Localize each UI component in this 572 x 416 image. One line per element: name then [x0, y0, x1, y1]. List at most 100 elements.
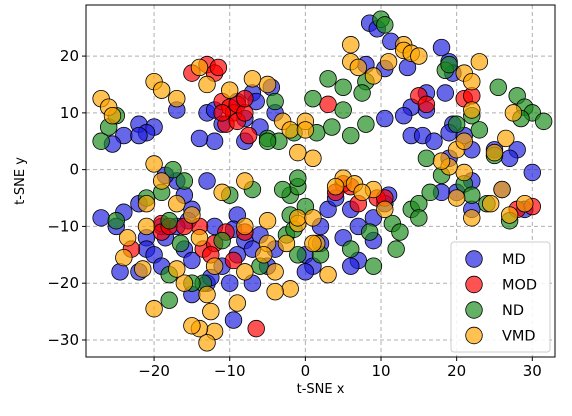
data-point	[334, 78, 352, 97]
data-point	[281, 280, 299, 298]
x-tick-label: 20	[447, 362, 466, 380]
data-point	[432, 152, 451, 170]
data-point	[463, 186, 481, 204]
data-point	[500, 206, 519, 224]
data-point	[236, 172, 254, 190]
data-point	[417, 95, 436, 114]
data-point	[342, 36, 360, 54]
data-point	[485, 143, 504, 162]
data-point	[281, 121, 299, 139]
data-point	[202, 302, 220, 321]
data-point	[255, 246, 273, 264]
data-point	[319, 265, 337, 284]
series-vmd	[92, 36, 534, 352]
data-point	[289, 143, 307, 162]
data-point	[463, 209, 481, 227]
data-point	[342, 257, 360, 275]
data-point	[296, 121, 315, 139]
data-point	[357, 115, 375, 133]
data-point	[183, 206, 201, 224]
data-point	[160, 291, 178, 309]
data-point	[364, 257, 383, 275]
plot-frame	[85, 4, 556, 358]
data-point	[107, 212, 125, 230]
legend-marker	[465, 301, 483, 319]
legend: MD MOD ND VMD	[450, 241, 551, 353]
x-tick-label: −10	[214, 362, 246, 380]
data-point	[489, 78, 507, 97]
data-point	[183, 251, 201, 270]
data-point	[198, 285, 216, 304]
data-point	[455, 132, 473, 150]
data-point	[258, 212, 277, 230]
data-point	[334, 101, 352, 119]
x-tick-label: 30	[523, 362, 542, 380]
data-point	[289, 246, 307, 264]
data-point	[289, 169, 307, 187]
data-point	[376, 109, 394, 128]
data-point	[247, 319, 265, 338]
data-point	[376, 16, 394, 34]
data-point	[205, 132, 224, 150]
data-point	[342, 126, 360, 145]
x-axis-label: t-SNE x	[297, 382, 345, 397]
data-point	[319, 95, 337, 114]
legend-box	[450, 241, 551, 353]
data-point	[493, 180, 511, 199]
data-point	[323, 118, 341, 136]
data-point	[304, 149, 322, 167]
data-point	[190, 129, 209, 148]
data-point	[243, 70, 262, 88]
data-point	[137, 195, 156, 213]
data-point	[168, 260, 186, 278]
data-point	[118, 229, 137, 247]
data-point	[391, 223, 409, 241]
data-point	[421, 183, 439, 202]
legend-label: ND	[502, 303, 524, 319]
data-point	[349, 58, 368, 77]
data-point	[395, 107, 413, 125]
data-point	[410, 47, 428, 65]
data-point	[224, 251, 243, 270]
data-point	[221, 81, 239, 99]
data-point	[198, 334, 216, 352]
data-point	[168, 89, 186, 108]
data-point	[266, 283, 284, 301]
data-point	[447, 189, 466, 207]
data-point	[190, 58, 209, 77]
data-point	[463, 101, 481, 119]
data-point	[500, 149, 519, 167]
legend-marker	[465, 250, 483, 268]
data-point	[168, 195, 186, 213]
y-tick-label: −10	[47, 217, 79, 235]
data-point	[236, 263, 254, 281]
data-point	[353, 84, 371, 102]
data-point	[130, 126, 148, 145]
data-point	[534, 112, 553, 131]
data-point	[425, 132, 443, 150]
data-point	[376, 200, 394, 219]
y-axis-label: t-SNE y	[13, 157, 28, 205]
data-point	[92, 209, 110, 227]
data-point	[236, 217, 254, 236]
data-point	[145, 300, 163, 318]
data-point	[258, 75, 277, 94]
data-point	[221, 274, 239, 292]
data-point	[145, 155, 163, 173]
y-tick-label: −30	[47, 331, 79, 349]
data-point	[360, 223, 379, 241]
data-point	[152, 172, 171, 190]
data-point	[440, 55, 458, 74]
data-point	[92, 132, 110, 150]
data-point	[447, 115, 466, 133]
legend-label: MOD	[502, 278, 537, 294]
y-tick-label: −20	[47, 274, 79, 292]
data-point	[387, 240, 405, 258]
data-point	[342, 240, 360, 258]
legend-label: MD	[502, 252, 526, 268]
data-point	[417, 149, 436, 167]
data-point	[463, 72, 481, 91]
data-point	[137, 217, 156, 236]
data-point	[455, 163, 473, 182]
